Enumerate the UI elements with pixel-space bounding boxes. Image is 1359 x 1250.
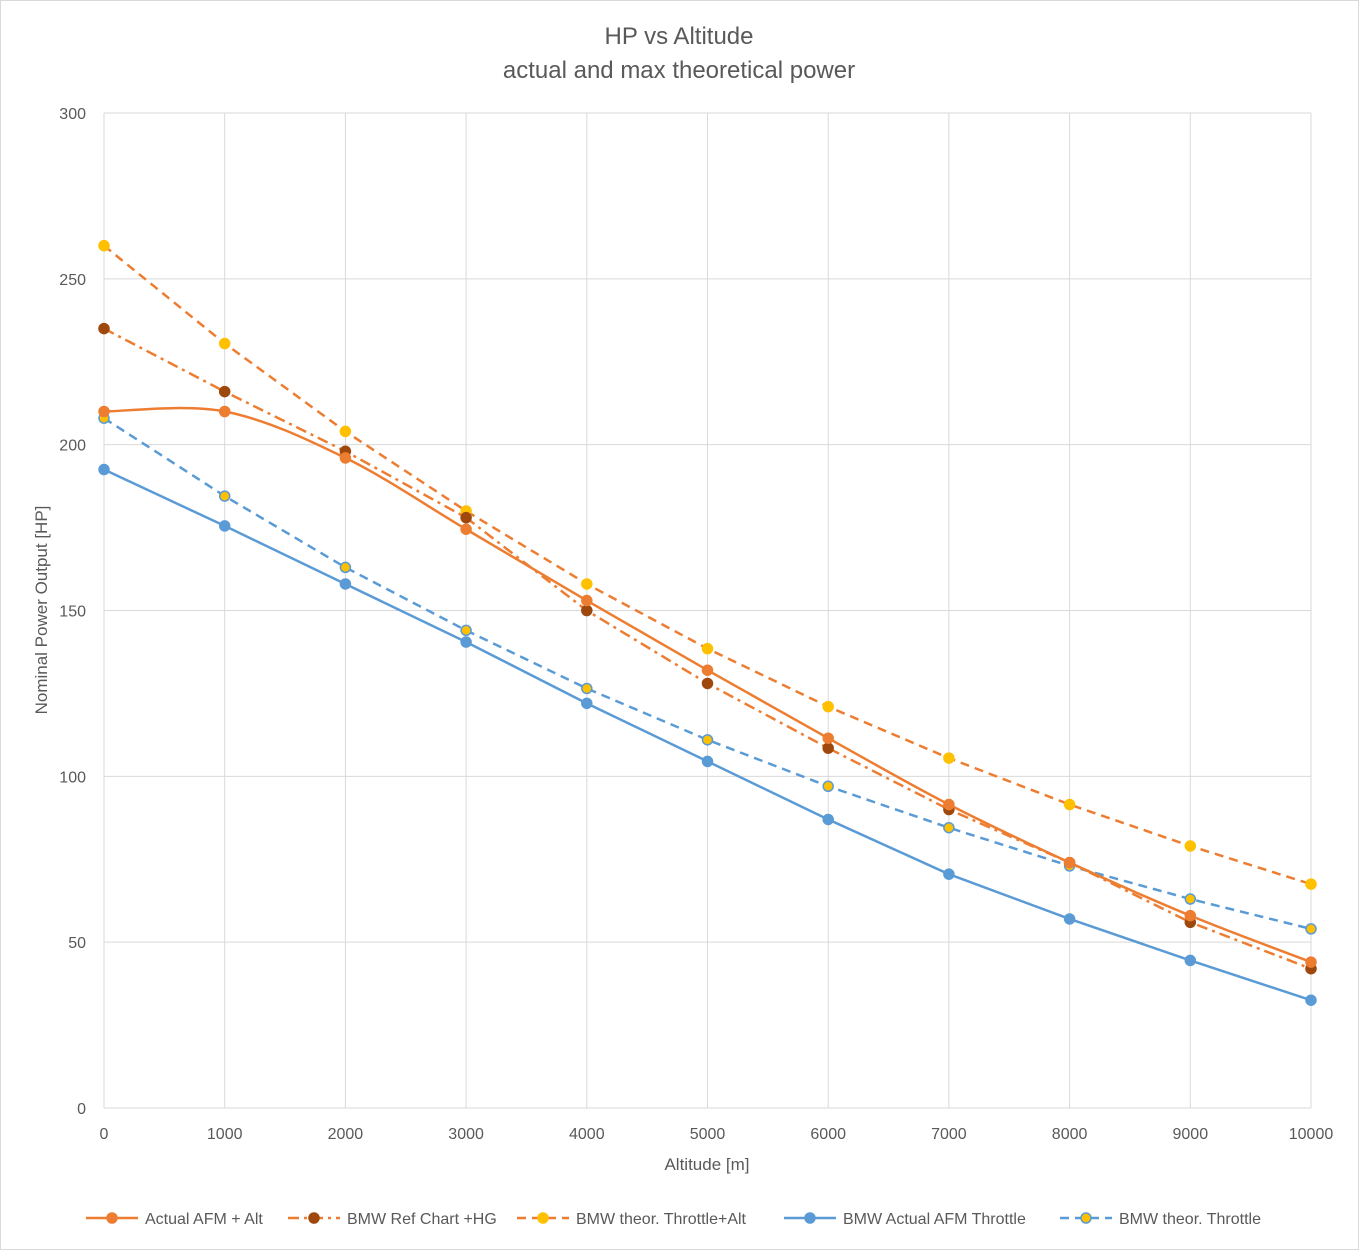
legend-marker	[308, 1212, 320, 1224]
y-tick-label: 250	[59, 272, 86, 289]
data-point	[822, 742, 834, 754]
y-tick-label: 300	[59, 106, 86, 123]
x-tick-label: 3000	[448, 1126, 484, 1143]
legend-item: Actual AFM + Alt	[86, 1211, 263, 1228]
legend-label: BMW theor. Throttle+Alt	[576, 1211, 747, 1228]
data-point	[701, 734, 714, 746]
y-tick-label: 100	[59, 769, 86, 786]
data-point	[1184, 840, 1197, 852]
legend-item: BMW theor. Throttle	[1060, 1211, 1261, 1228]
data-point	[1063, 913, 1076, 925]
data-point	[339, 425, 352, 438]
data-point	[460, 523, 472, 535]
data-point	[822, 813, 834, 826]
legend-marker	[1080, 1212, 1092, 1224]
data-point	[460, 624, 472, 637]
data-point	[701, 664, 714, 676]
data-point	[1063, 798, 1076, 811]
data-point	[822, 780, 834, 793]
legend-marker	[804, 1212, 816, 1224]
data-point	[1063, 856, 1076, 869]
legend-label: Actual AFM + Alt	[145, 1211, 263, 1228]
y-tick-label: 150	[59, 604, 86, 621]
grid-lines	[103, 112, 1312, 1109]
y-axis-label: Nominal Power Output [HP]	[32, 506, 51, 715]
data-point	[943, 752, 955, 764]
legend-marker	[106, 1212, 118, 1224]
data-point	[1305, 878, 1317, 890]
x-tick-label: 8000	[1052, 1126, 1088, 1143]
legend: Actual AFM + Alt BMW Ref Chart +HG BMW the…	[86, 1211, 1261, 1228]
x-tick-label: 0	[100, 1126, 109, 1143]
data-point	[460, 636, 472, 648]
data-point	[1184, 893, 1197, 905]
x-tick-label: 9000	[1173, 1126, 1209, 1143]
chart-subtitle: actual and max theoretical power	[503, 57, 855, 84]
data-point	[701, 755, 714, 768]
plot-series	[98, 239, 1317, 1006]
data-point	[218, 490, 231, 502]
data-point	[98, 322, 110, 335]
data-point	[460, 511, 472, 524]
legend-item: BMW Ref Chart +HG	[288, 1211, 497, 1228]
x-tick-label: 5000	[690, 1126, 726, 1143]
legend-label: BMW Ref Chart +HG	[347, 1211, 497, 1228]
data-point	[822, 700, 834, 713]
data-point	[943, 798, 955, 811]
legend-item: BMW Actual AFM Throttle	[784, 1211, 1026, 1228]
data-point	[1305, 956, 1317, 968]
data-point	[98, 463, 110, 476]
legend-label: BMW theor. Throttle	[1119, 1211, 1261, 1228]
data-point	[218, 385, 231, 398]
data-point	[581, 682, 593, 695]
x-tick-label: 2000	[328, 1126, 364, 1143]
x-tick-label: 4000	[569, 1126, 605, 1143]
x-tick-label: 10000	[1289, 1126, 1334, 1143]
data-point	[1184, 954, 1197, 967]
legend-item: BMW theor. Throttle+Alt	[517, 1211, 747, 1228]
data-point	[218, 520, 231, 532]
data-point	[98, 239, 110, 252]
data-point	[581, 604, 593, 617]
y-tick-label: 50	[68, 935, 86, 952]
data-point	[1184, 909, 1197, 922]
data-point	[339, 578, 352, 590]
legend-label: BMW Actual AFM Throttle	[843, 1211, 1026, 1228]
legend-marker	[537, 1212, 549, 1224]
series-5	[98, 412, 1317, 935]
data-point	[822, 732, 834, 744]
data-point	[943, 821, 955, 834]
data-point	[943, 868, 955, 880]
data-point	[581, 578, 593, 590]
data-point	[339, 561, 352, 574]
series-1	[98, 405, 1317, 968]
x-tick-label: 7000	[931, 1126, 967, 1143]
series-4	[98, 463, 1317, 1006]
data-point	[98, 405, 110, 418]
data-point	[218, 337, 231, 350]
x-tick-label: 6000	[810, 1126, 846, 1143]
data-point	[581, 594, 593, 607]
data-point	[581, 697, 593, 710]
data-point	[218, 405, 231, 418]
data-point	[339, 452, 352, 464]
y-tick-label: 0	[77, 1101, 86, 1118]
y-tick-label: 200	[59, 438, 86, 455]
data-point	[1305, 994, 1317, 1006]
x-tick-label: 1000	[207, 1126, 243, 1143]
data-point	[1305, 923, 1317, 935]
x-axis-label: Altitude [m]	[664, 1155, 749, 1174]
chart-title: HP vs Altitude	[605, 23, 754, 50]
series-line	[103, 417, 1312, 931]
data-point	[701, 677, 714, 690]
data-point	[701, 642, 714, 655]
